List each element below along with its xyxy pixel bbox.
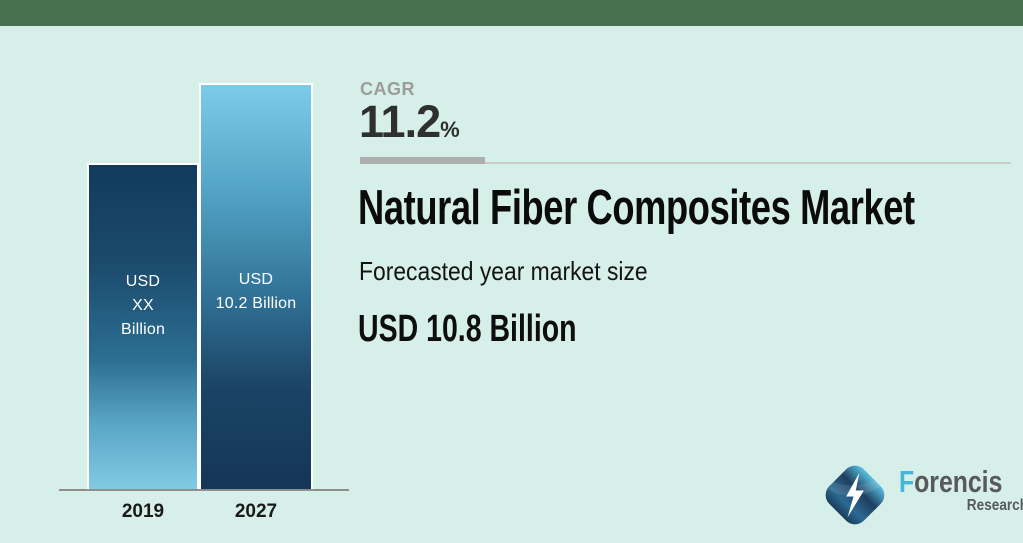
accent-rule [360,157,1011,164]
accent-rule-thick-segment [360,157,485,164]
cagr-value: 11.2% [359,99,460,144]
cagr-number: 11.2 [359,96,441,147]
logo: Forencis Research [818,456,1023,534]
forencis-diamond-icon [818,456,892,534]
brand-name: Forencis [899,466,1002,497]
x-axis-label-2027: 2027 [234,501,278,522]
accent-rule-thin-line [360,162,1011,164]
brand-initial: F [899,464,915,499]
brand-subtext: Research [966,497,1023,514]
bar-2019-line-3: Billion [120,320,166,338]
top-band [0,0,1023,26]
bar-2027-value-label: USD 10.2 Billion [216,268,297,316]
bar-2019-line-1: USD [125,272,161,290]
bar-2027-line-1: USD [238,270,274,288]
bar-2019-line-2: XX [132,296,154,314]
bar-2027: USD 10.2 Billion [199,83,313,490]
bar-2019-value-label: USD XX Billion [121,270,165,342]
x-axis-label-2019: 2019 [121,501,165,522]
cagr-label: CAGR [360,79,415,99]
bar-2019: USD XX Billion [87,163,199,490]
logo-text: Forencis Research [899,466,1023,514]
forecast-value: USD 10.8 Billion [358,308,577,350]
subtitle: Forecasted year market size [359,256,648,286]
brand-rest: orencis [914,464,1003,499]
percent-sign: % [440,117,460,142]
bar-2027-line-2: 10.2 Billion [215,294,297,312]
page-title: Natural Fiber Composites Market [358,181,915,235]
x-axis-line [59,489,349,491]
